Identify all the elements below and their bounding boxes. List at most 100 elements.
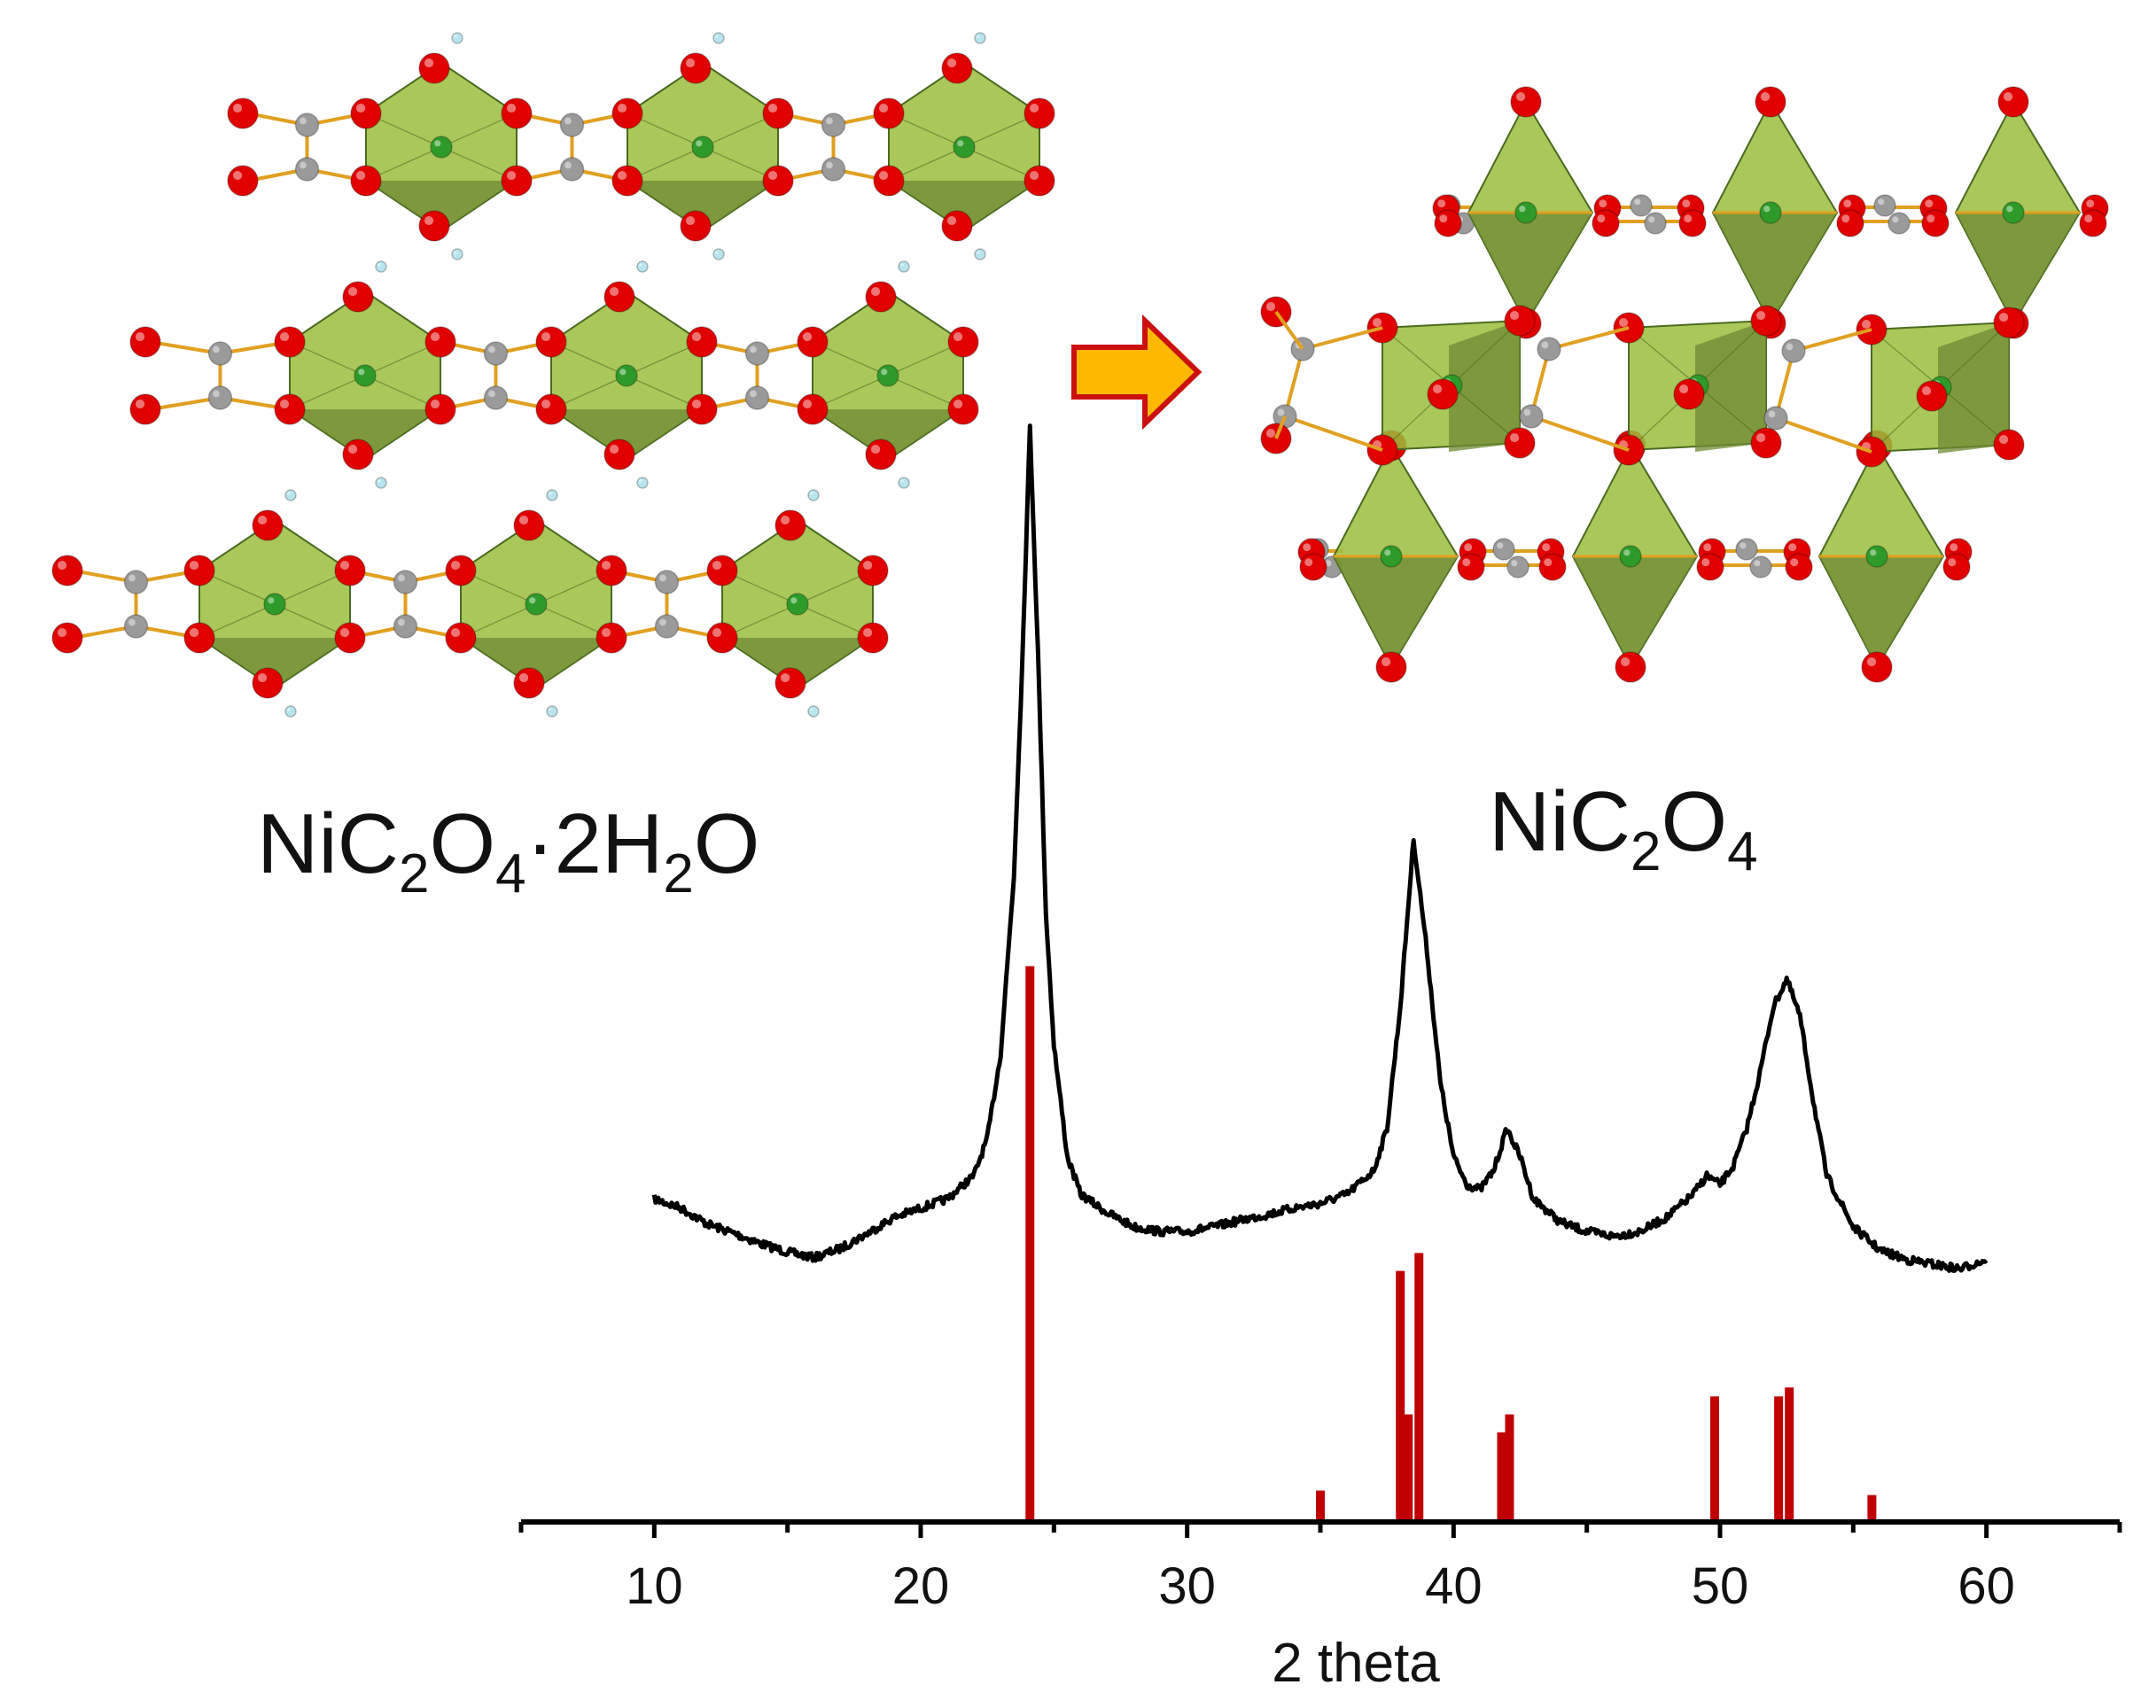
carbon-atom-shine (213, 345, 220, 353)
oxygen-atom-shine (57, 627, 67, 638)
oxygen-atom-shine (1509, 432, 1520, 443)
octahedron-shade (1819, 556, 1943, 667)
carbon-atom-shine (750, 345, 757, 353)
hydrogen-atom (375, 477, 387, 489)
carbon-atom-shine (564, 117, 572, 125)
hydrogen-atom-shine (900, 263, 904, 267)
bond (1548, 326, 1630, 351)
oxygen-atom (227, 165, 259, 197)
carbon-atom (1519, 404, 1544, 429)
carbon-atom (654, 614, 680, 639)
x-tick-label: 50 (1692, 1557, 1749, 1615)
x-tick-label: 10 (626, 1557, 683, 1615)
carbon-atom (1735, 538, 1758, 561)
carbon-atom (1506, 555, 1529, 578)
oxygen-atom (947, 326, 979, 358)
oxygen-atom-shine (1921, 385, 1932, 396)
oxygen-atom (762, 165, 794, 197)
oxygen-atom-shine (1372, 317, 1382, 328)
hydrogen-atom (284, 489, 297, 501)
carbon-atom-shine (1277, 408, 1285, 416)
oxygen-atom (947, 393, 979, 425)
nickel-atom (1865, 545, 1888, 568)
nickel-atom-shine (529, 597, 536, 604)
oxygen-atom (1678, 209, 1707, 237)
oxygen-atom (1696, 553, 1724, 581)
oxygen-atom-shine (2084, 214, 2093, 223)
oxygen-atom-shine (1437, 199, 1446, 208)
hydrogen-atom-shine (287, 492, 291, 495)
water-oxygen-atom-shine (257, 672, 268, 683)
carbon-atom (1887, 212, 1911, 235)
oxygen-atom-shine (1684, 214, 1693, 223)
water-oxygen-atom (774, 667, 806, 699)
oxygen-atom-shine (135, 399, 145, 409)
nickel-atom-shine (1384, 549, 1391, 556)
octahedron-shade (627, 181, 778, 231)
oxygen-atom (2079, 209, 2107, 237)
oxygen-atom (1993, 429, 2025, 461)
oxygen-atom-shine (57, 560, 67, 571)
nickel-atom (1514, 201, 1537, 224)
carbon-atom-shine (1892, 216, 1899, 223)
hydrogen-atom-shine (549, 708, 552, 711)
carbon-atom (744, 341, 770, 366)
carbon-atom-shine (659, 574, 666, 582)
octahedron-edge (274, 519, 351, 571)
bond (1284, 415, 1383, 452)
oxygen-atom-shine (1597, 214, 1606, 223)
water-oxygen-atom (603, 439, 635, 470)
nickel-atom-shine (358, 369, 365, 376)
hydrogen-atom-shine (377, 263, 381, 267)
oxygen-atom-shine (862, 627, 873, 638)
water-oxygen-atom-shine (870, 444, 881, 454)
hydrogen-atom (451, 248, 463, 260)
carbon-atom (207, 341, 233, 366)
water-oxygen-atom-shine (424, 215, 434, 226)
oxygen-atom-shine (1925, 199, 1934, 208)
carbon-atom-shine (300, 117, 307, 125)
water-oxygen-atom (865, 281, 897, 313)
oxygen-atom (51, 622, 83, 654)
octahedron-edge (440, 180, 518, 232)
water-oxygen-atom-shine (518, 672, 529, 683)
oxygen-atom-shine (450, 627, 461, 638)
xrd-chart: 10 20 30 40 50 60 2 theta (518, 423, 2122, 1694)
oxygen-atom-shine (450, 560, 461, 571)
nickel-atom (786, 593, 809, 616)
oxygen-atom-shine (1439, 214, 1448, 223)
nickel-atom (953, 136, 976, 159)
oxygen-atom-shine (1464, 543, 1473, 552)
hydrogen-atom (636, 477, 649, 489)
bond (1530, 415, 1630, 452)
anhydrous-formula: NiC2O4 (1489, 774, 1758, 882)
hydrogen-atom (974, 32, 986, 44)
oxygen-atom-shine (506, 170, 517, 181)
octahedron-shade (1713, 213, 1837, 323)
carbon-atom (483, 385, 509, 410)
oxygen-atom (274, 393, 306, 425)
water-oxygen-atom-shine (685, 215, 696, 226)
oxygen-atom-shine (135, 331, 145, 342)
octahedron-edge (535, 519, 612, 571)
octahedron-shade (551, 409, 702, 460)
carbon-atom-shine (1325, 560, 1332, 567)
hydrogen-atom-shine (639, 263, 642, 267)
octahedron-shade (366, 181, 517, 231)
nickel-atom-shine (1763, 206, 1771, 213)
oxygen-atom (445, 555, 477, 586)
reference-peak-bar (1414, 1253, 1424, 1522)
hydrogen-atom-shine (900, 479, 904, 483)
octahedron-shade (1695, 321, 1766, 452)
nickel-atom (525, 593, 548, 616)
carbon-atom (123, 570, 149, 594)
water-oxygen-atom-shine (609, 286, 619, 297)
water-oxygen-atom (774, 509, 806, 541)
oxygen-atom (762, 97, 794, 129)
nickel-atom-shine (957, 140, 964, 147)
oxygen-atom-shine (1303, 543, 1312, 552)
oxygen-atom (1024, 97, 1055, 129)
bond (1302, 326, 1383, 351)
nickel-atom (430, 136, 453, 159)
